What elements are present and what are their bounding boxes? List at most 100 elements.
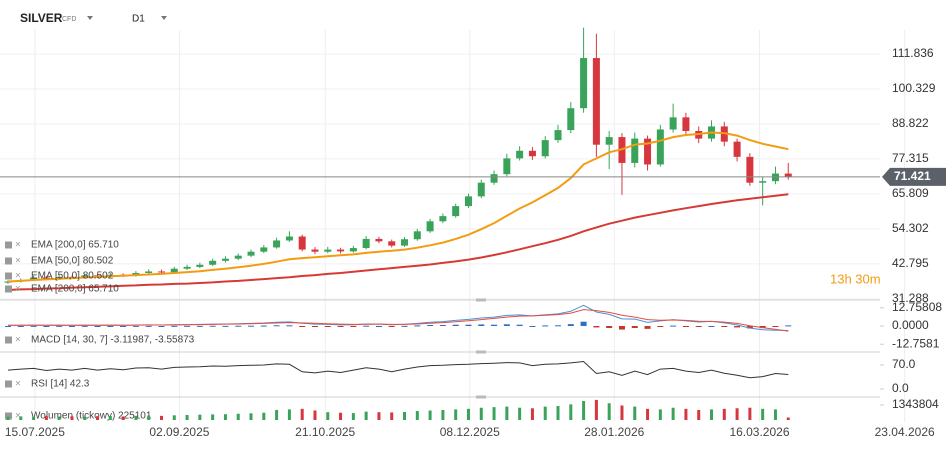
macd-histogram-bar xyxy=(248,325,255,327)
macd-histogram-bar xyxy=(120,326,127,327)
y-tick-label: -12.7581 xyxy=(892,336,940,350)
y-tick-label: 0.0 xyxy=(892,381,909,395)
volume-bar xyxy=(262,412,266,420)
symbol-dropdown[interactable] xyxy=(87,16,93,20)
y-tick-label: 111.836 xyxy=(892,46,934,60)
volume-bar xyxy=(44,416,48,420)
candle-body xyxy=(196,264,204,267)
candle-body xyxy=(452,206,460,217)
symbol[interactable]: SILVER xyxy=(20,11,63,25)
pane-handle xyxy=(476,298,486,302)
macd-histogram-bar xyxy=(273,325,280,327)
volume-bar xyxy=(287,409,291,420)
y-tick-label: 54.302 xyxy=(892,221,929,235)
volume-bar xyxy=(198,414,202,420)
legend-close[interactable]: × xyxy=(15,240,21,251)
volume-bar xyxy=(569,404,573,420)
timeframe[interactable]: D1 xyxy=(132,14,145,25)
macd-histogram-bar xyxy=(350,326,357,327)
candle-body xyxy=(413,231,421,240)
volume-bar xyxy=(147,415,151,420)
candle-body xyxy=(528,150,536,157)
macd-histogram-bar xyxy=(746,326,753,329)
macd-histogram-bar xyxy=(184,325,191,327)
macd-histogram-bar xyxy=(260,325,267,327)
volume-bar xyxy=(351,413,355,420)
legend-close[interactable]: × xyxy=(15,256,21,267)
candle-body xyxy=(209,260,217,265)
macd-histogram-bar xyxy=(695,326,702,327)
legend-close[interactable]: × xyxy=(15,335,21,346)
macd-histogram-bar xyxy=(427,325,434,326)
candle-body xyxy=(631,138,639,163)
macd-histogram-bar xyxy=(414,325,421,327)
volume-bar xyxy=(415,411,419,420)
macd-histogram-bar xyxy=(30,325,37,327)
candle-body xyxy=(30,277,38,280)
candle-body xyxy=(426,221,434,232)
candle-body xyxy=(733,141,741,157)
y-tick-label: 42.795 xyxy=(892,256,929,270)
volume-bar xyxy=(582,401,586,420)
candle-body xyxy=(605,137,613,145)
macd-histogram-bar xyxy=(452,324,459,326)
legend-close[interactable]: × xyxy=(15,271,21,282)
candle-body xyxy=(669,117,677,130)
macd-histogram-bar xyxy=(567,324,574,326)
candle-body xyxy=(260,247,268,252)
volume-bar xyxy=(19,416,23,420)
candle-body xyxy=(170,268,178,273)
candle-body xyxy=(490,174,498,183)
candle-body xyxy=(145,271,153,273)
signal-line xyxy=(8,309,789,332)
candle-body xyxy=(311,249,319,252)
y-tick-label: 1343804 xyxy=(892,397,939,411)
legend-icon xyxy=(5,412,12,420)
macd-histogram-bar xyxy=(107,326,114,327)
x-tick-label: 23.04.2026 xyxy=(875,425,935,439)
volume-bar xyxy=(185,414,189,420)
pane-handle xyxy=(476,395,486,399)
candle-body xyxy=(183,266,191,269)
candle-body xyxy=(247,251,255,256)
candle-body xyxy=(362,238,370,249)
timeframe-dropdown[interactable] xyxy=(161,16,167,20)
candle-body xyxy=(477,182,485,197)
legend-close[interactable]: × xyxy=(15,411,21,422)
candle-body xyxy=(644,138,652,165)
candle-body xyxy=(682,117,690,132)
volume-bar xyxy=(466,408,470,420)
macd-histogram-bar xyxy=(363,325,370,327)
legend-icon xyxy=(5,380,12,388)
macd-histogram-bar xyxy=(772,326,779,327)
macd-histogram-bar xyxy=(644,326,651,329)
legend-entry: EMA [50,0] 80.502 xyxy=(31,271,114,282)
macd-histogram-bar xyxy=(439,325,446,326)
macd-histogram-bar xyxy=(171,325,178,327)
legend-close[interactable]: × xyxy=(15,379,21,390)
volume-bar xyxy=(658,409,662,420)
volume-bar xyxy=(108,415,112,420)
macd-histogram-bar xyxy=(516,324,523,326)
candle-body xyxy=(221,258,229,261)
candle-body xyxy=(771,173,779,182)
candle-body xyxy=(4,281,12,283)
candle-body xyxy=(439,216,447,222)
legend-icon xyxy=(5,241,12,249)
macd-histogram-bar xyxy=(721,326,728,327)
macd-histogram-bar xyxy=(606,326,613,328)
legend-close[interactable]: × xyxy=(15,284,21,295)
volume-bar xyxy=(454,409,458,420)
macd-histogram-bar xyxy=(388,326,395,327)
volume-bar xyxy=(530,408,534,420)
candle-body xyxy=(401,239,409,246)
candle-body xyxy=(759,181,767,183)
y-tick-label: 12.75808 xyxy=(892,300,942,314)
volume-bar xyxy=(83,416,87,420)
macd-histogram-bar xyxy=(4,326,11,327)
y-tick-label: 31.288 xyxy=(892,291,929,305)
macd-histogram-bar xyxy=(56,325,63,327)
y-tick-label: 70.0 xyxy=(892,357,916,371)
macd-histogram-bar xyxy=(478,324,485,326)
